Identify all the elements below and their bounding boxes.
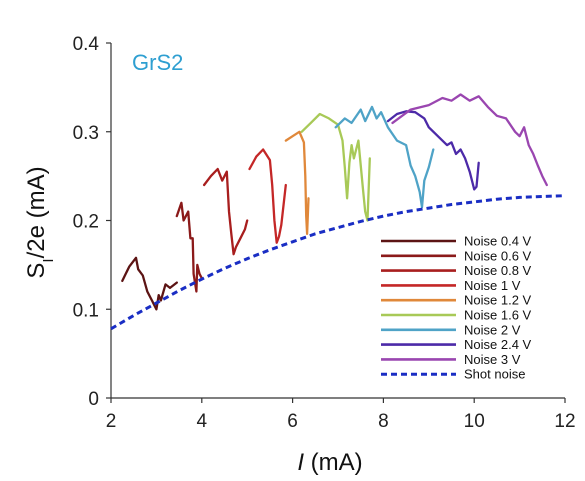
series-line-noise-2-v	[334, 105, 435, 209]
series-line-noise-0-6-v	[175, 201, 203, 293]
series-layer	[110, 93, 566, 331]
legend-label-noise-0-4-v: Noise 0.4 V	[464, 234, 532, 249]
x-axis-label: I (mA)	[297, 449, 362, 476]
series-line-noise-0-8-v	[202, 167, 249, 256]
series-line-noise-1-2-v	[284, 130, 310, 235]
x-tick-label: 6	[287, 411, 298, 432]
chart-annotation: GrS2	[132, 50, 183, 75]
legend-label-noise-0-8-v: Noise 0.8 V	[464, 263, 532, 278]
x-tick-label: 8	[378, 411, 389, 432]
series-line-noise-1-v	[248, 148, 287, 244]
y-ticks: 0 0.1 0.2 0.3 0.4	[73, 34, 111, 410]
series-line-noise-2-4-v	[386, 110, 480, 191]
y-tick-label: 0.3	[73, 123, 99, 144]
legend-label-noise-1-6-v: Noise 1.6 V	[464, 308, 532, 323]
legend-label-noise-3-v: Noise 3 V	[464, 352, 521, 367]
x-tick-label: 2	[106, 411, 117, 432]
legend-label-noise-2-v: Noise 2 V	[464, 322, 521, 337]
x-tick-label: 4	[197, 411, 208, 432]
x-axis-label-variable: I	[297, 449, 304, 476]
y-axis-label-base: S	[23, 263, 50, 279]
series-line-noise-1-6-v	[300, 112, 371, 222]
x-ticks: 2 4 6 8 10 12	[106, 398, 576, 432]
y-tick-label: 0.2	[73, 212, 99, 233]
y-axis-label-subscript: I	[40, 258, 57, 262]
x-tick-label: 12	[554, 411, 575, 432]
y-tick-label: 0.1	[73, 300, 99, 321]
legend-label-noise-2-4-v: Noise 2.4 V	[464, 337, 532, 352]
legend-label-shot-noise: Shot noise	[464, 367, 525, 382]
series-line-shot-noise	[110, 194, 566, 331]
y-axis-label: SI/2e (mA)	[23, 166, 57, 278]
y-axis-label-rest: /2e (mA)	[23, 166, 50, 258]
y-tick-label: 0	[88, 389, 99, 410]
legend-label-noise-1-2-v: Noise 1.2 V	[464, 293, 532, 308]
series-line-noise-3-v	[391, 93, 548, 187]
x-tick-label: 10	[464, 411, 485, 432]
y-tick-label: 0.4	[73, 34, 100, 55]
x-axis-label-unit: (mA)	[304, 449, 363, 476]
legend-label-noise-0-6-v: Noise 0.6 V	[464, 248, 532, 263]
legend-label-noise-1-v: Noise 1 V	[464, 278, 521, 293]
series-line-noise-0-4-v	[121, 256, 178, 311]
